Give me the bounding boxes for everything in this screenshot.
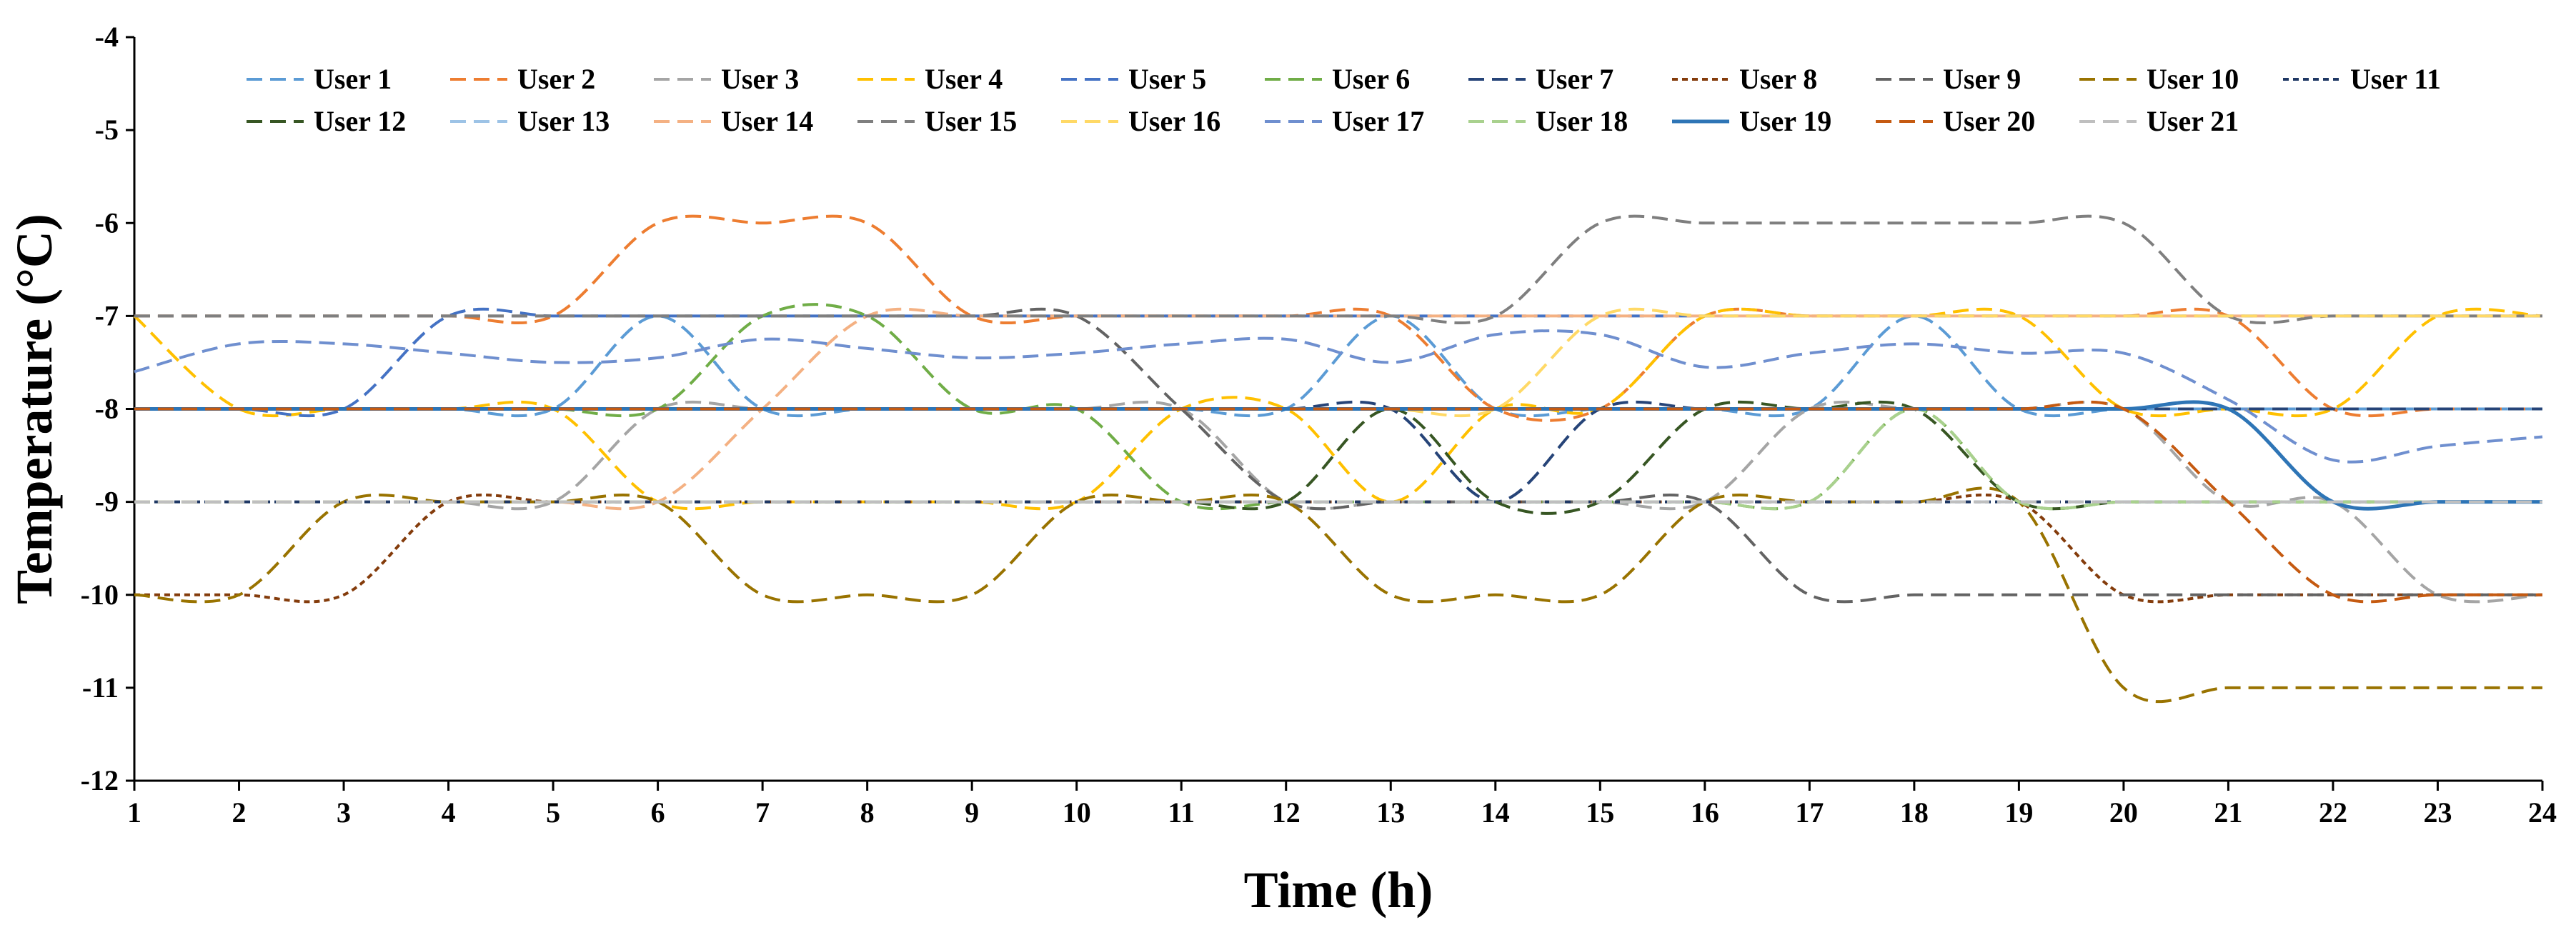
- legend-item-user-20: User 20: [1876, 105, 2035, 137]
- y-tick-label: -6: [95, 206, 119, 239]
- legend-label: User 19: [1739, 105, 1831, 137]
- series-line-user-18: [134, 407, 2542, 511]
- y-tick-label: -5: [95, 114, 119, 146]
- legend-item-user-1: User 1: [247, 63, 392, 95]
- legend-item-user-6: User 6: [1265, 63, 1410, 95]
- legend-item-user-10: User 10: [2079, 63, 2239, 95]
- y-tick-label: -11: [82, 671, 119, 704]
- x-tick-label: 14: [1481, 796, 1510, 829]
- legend-label: User 5: [1128, 63, 1206, 95]
- legend-item-user-8: User 8: [1672, 63, 1817, 95]
- x-tick-label: 2: [232, 796, 247, 829]
- legend-label: User 8: [1739, 63, 1817, 95]
- legend-label: User 6: [1332, 63, 1410, 95]
- legend-item-user-3: User 3: [654, 63, 799, 95]
- legend-label: User 15: [925, 105, 1017, 137]
- x-tick-label: 20: [2109, 796, 2138, 829]
- series-line-user-17: [134, 329, 2543, 464]
- series-line-user-3: [134, 400, 2543, 604]
- legend-item-user-4: User 4: [857, 63, 1003, 95]
- series-line-user-2: [134, 214, 2542, 422]
- x-tick-label: 21: [2214, 796, 2242, 829]
- x-tick-label: 17: [1795, 796, 1824, 829]
- series-line-user-20: [134, 400, 2542, 604]
- x-tick-label: 8: [860, 796, 875, 829]
- series-line-user-7: [134, 400, 2542, 504]
- y-axis-title: Temperature (°C): [6, 214, 63, 604]
- legend-item-user-19: User 19: [1672, 105, 1831, 137]
- series-line-user-5: [134, 307, 2542, 418]
- legend-item-user-9: User 9: [1876, 63, 2021, 95]
- x-tick-label: 15: [1586, 796, 1614, 829]
- legend-label: User 1: [314, 63, 392, 95]
- x-tick-label: 10: [1063, 796, 1091, 829]
- legend-item-user-2: User 2: [450, 63, 595, 95]
- legend-item-user-14: User 14: [654, 105, 813, 137]
- x-tick-label: 9: [965, 796, 979, 829]
- y-tick-label: -8: [95, 393, 119, 425]
- x-tick-label: 22: [2319, 796, 2347, 829]
- legend-label: User 20: [1943, 105, 2035, 137]
- x-tick-label: 1: [127, 796, 141, 829]
- x-tick-label: 24: [2528, 796, 2557, 829]
- legend-label: User 3: [721, 63, 799, 95]
- legend-item-user-13: User 13: [450, 105, 610, 137]
- legend-label: User 11: [2350, 63, 2441, 95]
- series-line-user-1: [134, 314, 2542, 418]
- legend-item-user-17: User 17: [1265, 105, 1424, 137]
- x-tick-label: 18: [1900, 796, 1929, 829]
- legend-label: User 7: [1536, 63, 1613, 95]
- legend-item-user-21: User 21: [2079, 105, 2239, 137]
- x-tick-label: 13: [1376, 796, 1405, 829]
- legend-label: User 18: [1536, 105, 1628, 137]
- legend-label: User 21: [2147, 105, 2239, 137]
- legend-item-user-7: User 7: [1468, 63, 1613, 95]
- legend-label: User 4: [925, 63, 1003, 95]
- legend-item-user-18: User 18: [1468, 105, 1628, 137]
- legend-label: User 13: [517, 105, 610, 137]
- legend-item-user-5: User 5: [1061, 63, 1206, 95]
- x-tick-label: 3: [337, 796, 351, 829]
- x-tick-label: 16: [1691, 796, 1719, 829]
- legend-item-user-16: User 16: [1061, 105, 1220, 137]
- series-line-user-6: [134, 303, 2542, 511]
- legend-item-user-11: User 11: [2283, 63, 2441, 95]
- legend-item-user-15: User 15: [857, 105, 1017, 137]
- legend-label: User 9: [1943, 63, 2021, 95]
- x-tick-label: 4: [442, 796, 456, 829]
- y-tick-label: -10: [81, 579, 119, 611]
- x-tick-label: 7: [755, 796, 770, 829]
- y-tick-label: -9: [95, 486, 119, 518]
- legend-label: User 2: [517, 63, 595, 95]
- x-tick-label: 11: [1168, 796, 1195, 829]
- x-tick-label: 6: [651, 796, 665, 829]
- x-tick-label: 23: [2423, 796, 2452, 829]
- legend-label: User 16: [1128, 105, 1220, 137]
- x-tick-label: 12: [1272, 796, 1301, 829]
- legend-item-user-12: User 12: [247, 105, 406, 137]
- x-tick-label: 19: [2004, 796, 2033, 829]
- y-tick-label: -7: [95, 299, 119, 331]
- legend-label: User 10: [2147, 63, 2239, 95]
- legend-label: User 14: [721, 105, 813, 137]
- x-tick-label: 5: [546, 796, 560, 829]
- y-tick-label: -4: [95, 21, 119, 53]
- series-line-user-8: [134, 493, 2542, 604]
- legend-label: User 12: [314, 105, 406, 137]
- y-tick-label: -12: [81, 764, 119, 796]
- series-line-user-12: [134, 400, 2542, 515]
- legend-label: User 17: [1332, 105, 1424, 137]
- series-line-user-15: [134, 214, 2542, 325]
- series-line-user-16: [134, 307, 2542, 418]
- x-axis-title: Time (h): [1244, 861, 1433, 919]
